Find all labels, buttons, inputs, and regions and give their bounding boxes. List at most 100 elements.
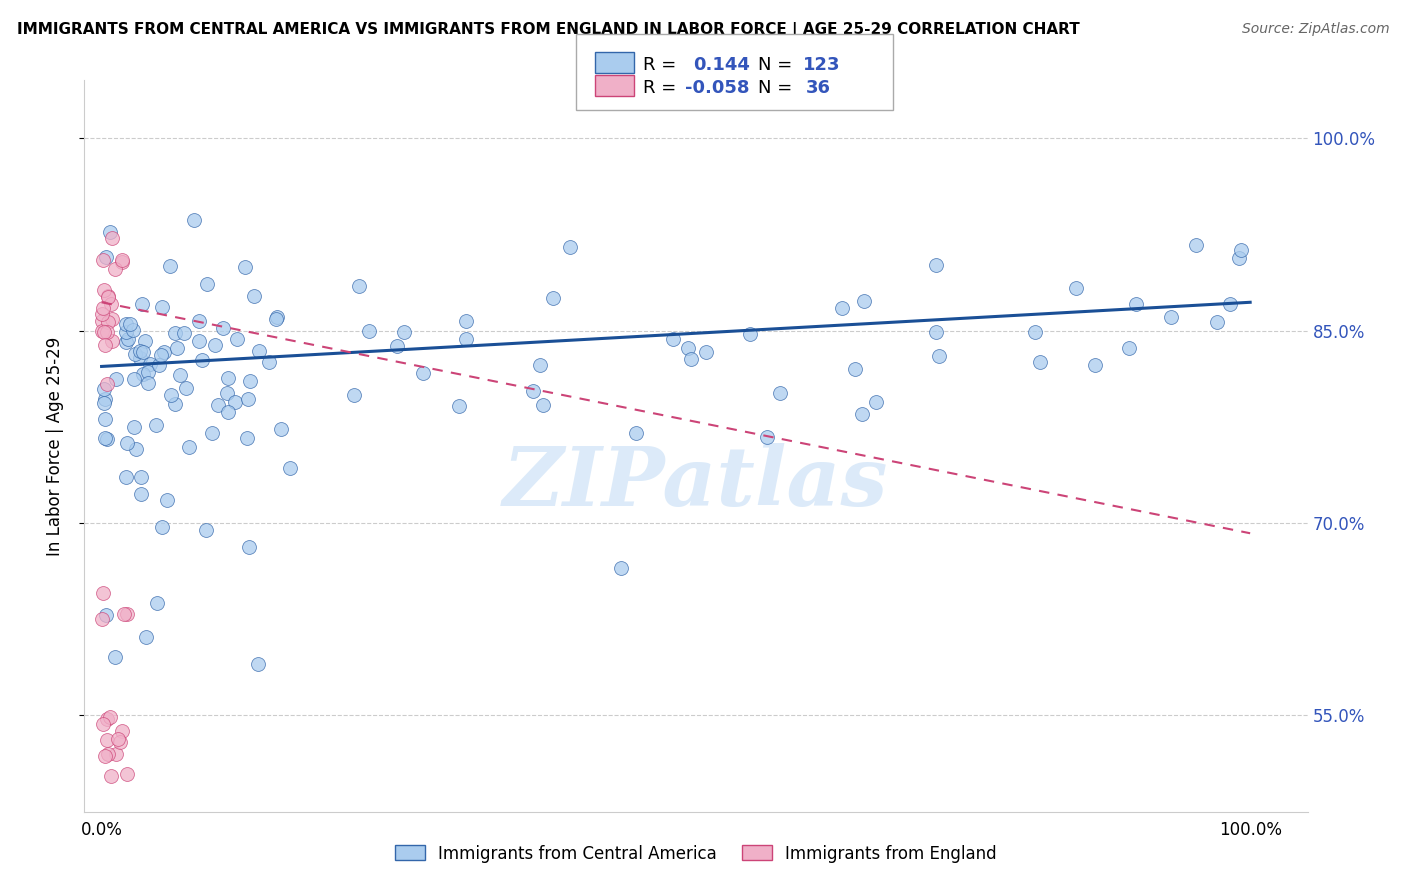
Point [145,418,167,433]
Point [138,365,160,379]
Point [93,395,115,409]
Point [695,344,717,359]
Point [853,294,876,309]
Point [101,334,124,349]
Point [159,260,181,274]
Point [105,372,128,386]
Point [96,432,118,446]
Text: R =: R = [643,56,676,74]
Point [242,289,264,303]
Point [117,332,139,346]
Point [91,324,114,338]
Point [135,631,157,645]
Point [132,344,155,359]
Point [149,348,172,362]
Point [134,334,156,348]
Point [247,343,270,358]
Point [201,425,224,440]
Point [204,338,226,352]
Point [238,540,260,554]
Point [925,258,948,272]
Point [624,425,647,440]
Point [163,326,186,340]
Point [392,325,415,339]
Point [111,723,134,738]
Point [233,260,256,275]
Point [94,607,117,622]
Point [1230,244,1253,258]
Text: IMMIGRANTS FROM CENTRAL AMERICA VS IMMIGRANTS FROM ENGLAND IN LABOR FORCE | AGE : IMMIGRANTS FROM CENTRAL AMERICA VS IMMIG… [17,22,1080,38]
Text: 0.144: 0.144 [693,56,749,74]
Point [844,362,866,376]
Point [1219,297,1241,311]
Point [136,376,159,390]
Point [412,367,434,381]
Point [122,420,145,434]
Point [145,596,167,610]
Point [90,611,112,625]
Point [101,311,124,326]
Point [129,487,152,501]
Point [851,407,873,421]
Point [531,398,554,412]
Point [558,239,581,253]
Point [529,359,551,373]
Point [93,383,115,397]
Point [1084,359,1107,373]
Point [270,421,292,435]
Point [191,353,214,368]
Point [610,561,633,575]
Point [152,520,174,534]
Point [120,318,142,332]
Point [105,747,128,761]
Point [94,338,117,352]
Point [148,358,170,372]
Point [238,392,260,406]
Point [163,397,186,411]
Point [756,430,779,444]
Point [217,405,239,419]
Point [153,344,176,359]
Point [217,386,239,401]
Point [1185,238,1208,252]
Point [115,470,138,484]
Text: R =: R = [643,79,676,97]
Point [115,435,138,450]
Point [676,341,699,355]
Point [100,230,122,244]
Point [1125,297,1147,311]
Point [93,412,115,426]
Point [94,749,117,764]
Point [266,310,288,324]
Text: 123: 123 [803,56,841,74]
Point [454,314,477,328]
Point [226,332,249,346]
Point [91,585,114,599]
Text: 36: 36 [806,79,831,97]
Point [159,388,181,402]
Point [357,324,380,338]
Point [174,381,197,395]
Point [217,371,239,385]
Point [111,255,134,269]
Point [132,367,155,381]
Point [865,395,887,409]
Point [257,355,280,369]
Text: N =: N = [758,56,792,74]
Point [96,325,118,339]
Point [681,351,703,366]
Point [107,731,129,746]
Point [129,351,152,365]
Point [124,372,146,386]
Point [831,301,853,315]
Point [224,395,246,409]
Point [128,343,150,358]
Point [111,252,134,267]
Point [131,297,153,311]
Point [100,296,122,310]
Point [769,386,792,401]
Point [91,253,114,268]
Point [740,326,762,341]
Point [112,607,135,621]
Point [195,277,218,291]
